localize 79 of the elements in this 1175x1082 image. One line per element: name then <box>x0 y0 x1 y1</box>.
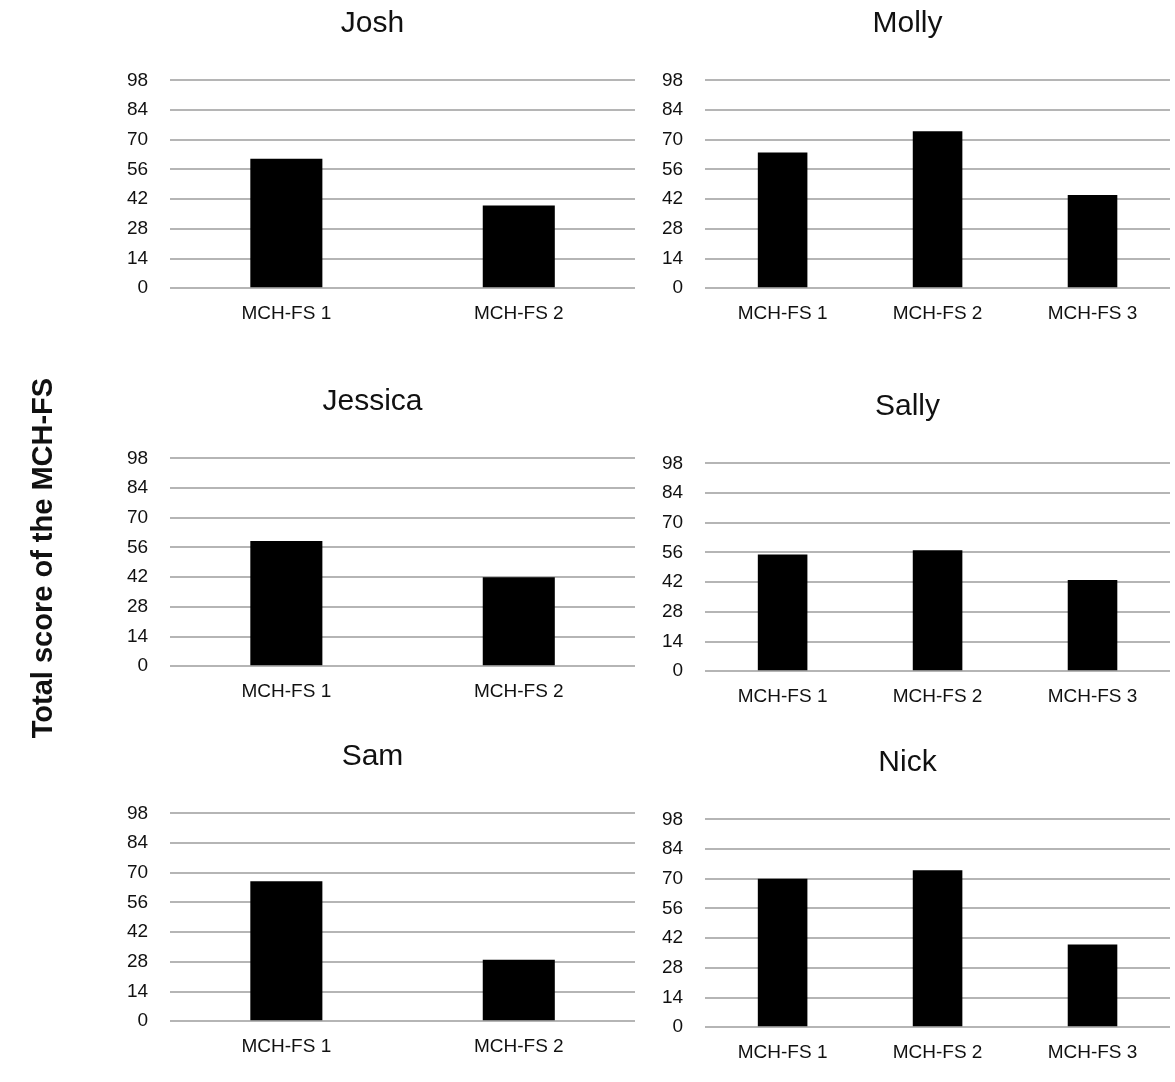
y-tick-label: 70 <box>126 506 149 528</box>
y-tick-label: 98 <box>126 68 149 90</box>
y-tick-label: 56 <box>126 157 149 179</box>
y-tick-label: 84 <box>126 831 149 853</box>
y-tick-label: 42 <box>661 187 684 209</box>
x-tick-label: MCH-FS 1 <box>241 679 332 701</box>
y-tick-label: 0 <box>137 1009 149 1031</box>
y-tick-label: 42 <box>661 926 684 948</box>
y-tick-label: 42 <box>661 570 684 592</box>
x-tick-label: MCH-FS 3 <box>1047 684 1138 706</box>
x-tick-label: MCH-FS 2 <box>473 301 564 323</box>
x-tick-label: MCH-FS 3 <box>1047 1040 1138 1062</box>
y-tick-label: 56 <box>126 535 149 557</box>
x-tick-label: MCH-FS 1 <box>737 684 828 706</box>
y-tick-label: 0 <box>137 654 149 676</box>
bar <box>757 152 808 288</box>
bar <box>912 131 963 288</box>
y-tick-label: 70 <box>661 128 684 150</box>
bar <box>912 870 963 1027</box>
y-tick-label: 56 <box>126 890 149 912</box>
x-tick-label: MCH-FS 3 <box>1047 301 1138 323</box>
bar <box>1067 194 1118 288</box>
bar <box>912 550 963 671</box>
x-tick-label: MCH-FS 2 <box>892 1040 983 1062</box>
bar <box>1067 580 1118 671</box>
y-tick-label: 84 <box>661 98 684 120</box>
y-tick-label: 14 <box>126 624 149 646</box>
y-tick-label: 70 <box>661 867 684 889</box>
y-tick-label: 84 <box>661 837 684 859</box>
y-tick-label: 14 <box>661 246 684 268</box>
y-tick-label: 14 <box>126 979 149 1001</box>
y-tick-label: 42 <box>126 920 149 942</box>
y-tick-label: 70 <box>126 128 149 150</box>
x-tick-label: MCH-FS 2 <box>473 679 564 701</box>
y-tick-label: 0 <box>672 276 684 298</box>
y-tick-label: 14 <box>661 629 684 651</box>
y-tick-label: 98 <box>126 446 149 468</box>
y-tick-label: 14 <box>661 985 684 1007</box>
y-tick-label: 0 <box>137 276 149 298</box>
y-tick-label: 84 <box>661 481 684 503</box>
x-tick-label: MCH-FS 2 <box>473 1034 564 1056</box>
y-axis-title: Total score of the MCH-FS <box>25 377 59 739</box>
y-tick-label: 98 <box>661 451 684 473</box>
y-tick-label: 28 <box>126 217 149 239</box>
bar <box>757 554 808 671</box>
y-tick-label: 84 <box>126 98 149 120</box>
y-tick-label: 98 <box>126 801 149 823</box>
y-tick-label: 70 <box>661 511 684 533</box>
chart-title: Nick <box>877 744 938 778</box>
y-tick-label: 28 <box>661 956 684 978</box>
y-tick-label: 28 <box>126 950 149 972</box>
y-tick-label: 28 <box>661 600 684 622</box>
x-tick-label: MCH-FS 1 <box>737 301 828 323</box>
chart-title: Sally <box>874 388 941 422</box>
chart-title: Molly <box>871 5 944 39</box>
y-tick-label: 0 <box>672 1015 684 1037</box>
y-tick-label: 56 <box>661 540 684 562</box>
chart-title: Josh <box>339 5 406 39</box>
y-tick-label: 56 <box>661 157 684 179</box>
y-tick-label: 98 <box>661 68 684 90</box>
chart-title: Jessica <box>321 383 424 417</box>
chart-title: Sam <box>340 738 405 772</box>
y-tick-label: 0 <box>672 659 684 681</box>
x-tick-label: MCH-FS 1 <box>241 1034 332 1056</box>
y-tick-label: 56 <box>661 896 684 918</box>
bar <box>757 878 808 1027</box>
y-tick-label: 70 <box>126 861 149 883</box>
y-tick-label: 42 <box>126 187 149 209</box>
x-tick-label: MCH-FS 2 <box>892 684 983 706</box>
y-tick-label: 84 <box>126 476 149 498</box>
x-tick-label: MCH-FS 1 <box>737 1040 828 1062</box>
y-tick-label: 28 <box>126 595 149 617</box>
y-tick-label: 14 <box>126 246 149 268</box>
y-tick-label: 98 <box>661 807 684 829</box>
y-tick-label: 28 <box>661 217 684 239</box>
x-tick-label: MCH-FS 1 <box>241 301 332 323</box>
y-tick-label: 42 <box>126 565 149 587</box>
x-tick-label: MCH-FS 2 <box>892 301 983 323</box>
bar <box>1067 944 1118 1027</box>
